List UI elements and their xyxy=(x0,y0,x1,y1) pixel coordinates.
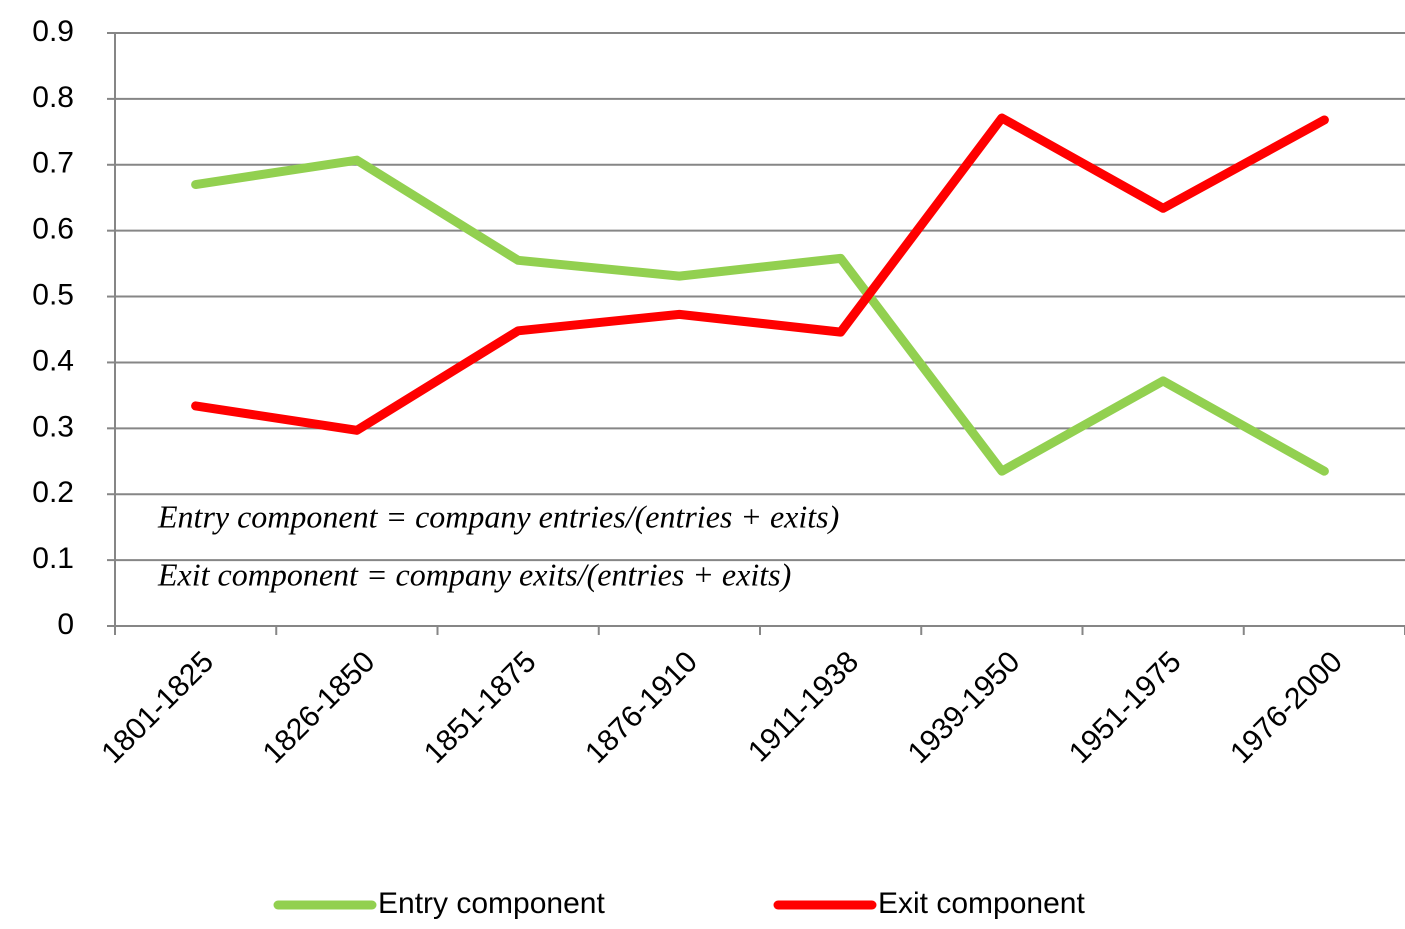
y-tick-label: 0.9 xyxy=(32,15,74,48)
series-line xyxy=(191,113,1329,435)
y-tick-label: 0 xyxy=(57,608,74,641)
y-tick-label: 0.2 xyxy=(32,476,74,509)
y-tick-label: 0.1 xyxy=(32,542,74,575)
x-tick-label: 1939-1950 xyxy=(902,645,1027,770)
x-tick-label: 1911-1938 xyxy=(742,645,865,768)
x-tick-label: 1801-1825 xyxy=(95,645,220,770)
y-tick-label: 0.6 xyxy=(32,213,74,246)
y-tick-label: 0.3 xyxy=(32,410,74,443)
legend-label: Exit component xyxy=(878,887,1085,920)
x-tick-label: 1826-1850 xyxy=(257,645,382,770)
y-tick-label: 0.4 xyxy=(32,344,74,377)
x-tick-label: 1951-1975 xyxy=(1063,645,1188,770)
annotation: Exit component = company exits/(entries … xyxy=(157,556,791,592)
legend-label: Entry component xyxy=(378,887,605,920)
x-tick-label: 1876-1910 xyxy=(579,645,704,770)
y-tick-label: 0.5 xyxy=(32,278,74,311)
annotation: Entry component = company entries/(entri… xyxy=(157,498,839,534)
x-tick-label: 1976-2000 xyxy=(1224,645,1349,770)
y-tick-label: 0.8 xyxy=(32,81,74,114)
series-line xyxy=(191,155,1329,476)
x-tick-label: 1851-1875 xyxy=(418,645,543,770)
y-tick-label: 0.7 xyxy=(32,147,74,180)
